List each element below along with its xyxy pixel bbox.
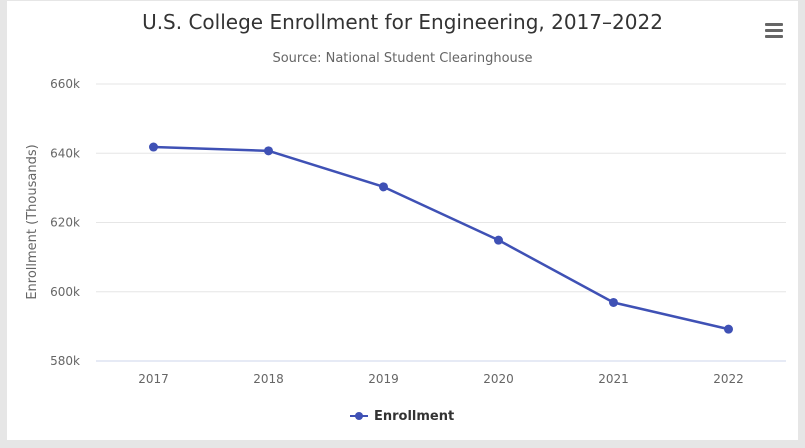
legend-label: Enrollment (374, 408, 455, 424)
hamburger-menu-icon[interactable] (763, 20, 785, 40)
data-point (379, 182, 388, 192)
y-axis-label: Enrollment (Thousands) (25, 144, 40, 299)
axes: 580k 600k 620k 640k 660k 2017 2018 2019 2020 2021… (50, 77, 786, 386)
data-point (724, 324, 733, 334)
y-tick-label: 600k (50, 285, 80, 299)
menu-bar (765, 23, 783, 26)
y-tick-label: 620k (50, 216, 80, 230)
legend-item-enrollment[interactable]: Enrollment (350, 405, 454, 427)
x-tick-label: 2022 (713, 372, 744, 386)
y-tick-label: 640k (50, 146, 80, 160)
x-tick-label: 2019 (368, 372, 399, 386)
menu-bar (765, 35, 783, 38)
y-tick-label: 580k (50, 354, 80, 368)
data-point (609, 297, 618, 307)
chart-subtitle: Source: National Student Clearinghouse (272, 51, 533, 66)
data-point (149, 142, 158, 152)
chart-title: U.S. College Enrollment for Engineering,… (142, 10, 663, 34)
data-point (264, 146, 273, 156)
menu-bar (765, 29, 783, 32)
x-tick-label: 2018 (253, 372, 284, 386)
grid-lines (96, 83, 786, 293)
x-tick-label: 2021 (598, 372, 629, 386)
series-line (152, 145, 730, 331)
legend-marker-icon (350, 411, 368, 421)
x-tick-label: 2017 (138, 372, 169, 386)
data-point (494, 235, 503, 245)
x-tick-label: 2020 (483, 372, 514, 386)
chart-panel (7, 1, 798, 440)
series-group (149, 142, 733, 334)
y-tick-label: 660k (50, 77, 80, 91)
